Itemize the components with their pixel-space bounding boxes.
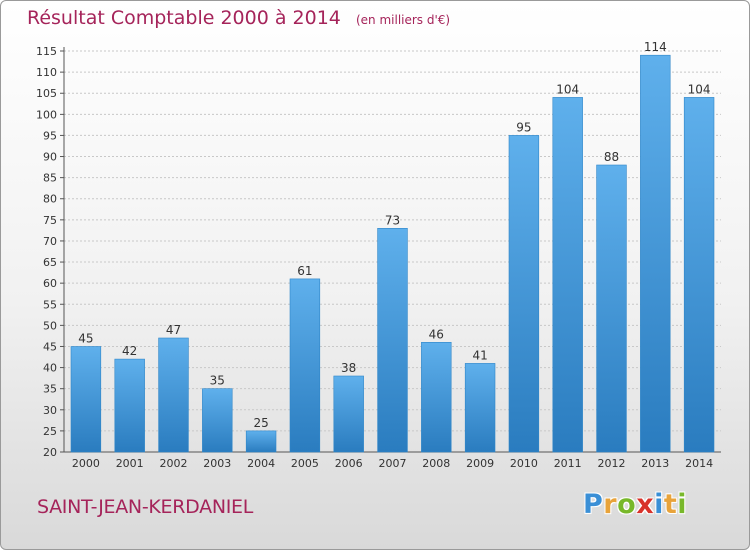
bar [114,358,145,453]
proxiti-logo: Proxiti [583,489,687,520]
x-tick-label: 2000 [72,457,100,470]
bar [464,363,496,453]
y-tick-label: 70 [43,235,57,248]
logo-letter: P [583,489,604,520]
y-tick-label: 35 [43,383,57,396]
logo-letter: x [636,489,655,520]
bar-value-label: 41 [472,348,487,362]
bar-value-label: 104 [688,82,711,96]
x-tick-label: 2009 [466,457,494,470]
y-tick-label: 45 [43,340,57,353]
y-tick-label: 85 [43,172,57,185]
x-tick-label: 2002 [160,457,188,470]
x-tick-label: 2010 [510,457,538,470]
bar-value-label: 73 [385,213,400,227]
bar-value-label: 47 [166,323,181,337]
x-tick-label: 2013 [641,457,669,470]
y-tick-label: 75 [43,214,57,227]
bar [508,135,540,453]
y-tick-label: 110 [36,66,57,79]
y-tick-label: 115 [36,45,57,58]
y-tick-label: 90 [43,151,57,164]
y-tick-label: 25 [43,425,57,438]
logo-letter: i [654,489,664,520]
bar-value-label: 38 [341,361,356,375]
x-tick-labels: 2000 2001 2002 2003 2004 2005 2006 2007 2008 2009… [72,457,713,470]
title-row: Résultat Comptable 2000 à 2014 (en milli… [27,7,450,29]
x-tick-label: 2014 [685,457,713,470]
bar [158,337,189,453]
bar [245,430,277,453]
bar [377,228,408,453]
bar [640,54,671,453]
bar-value-label: 35 [210,374,225,388]
bar [202,388,233,453]
bar [683,97,715,453]
bar [596,164,627,453]
bar [70,346,102,453]
y-tick-label: 95 [43,129,57,142]
bar-value-label: 104 [556,82,579,96]
bars [70,54,715,453]
y-tick-label: 40 [43,362,57,375]
x-tick-label: 2001 [116,457,144,470]
bar [421,341,452,453]
logo-letter: o [617,489,637,520]
x-tick-label: 2005 [291,457,319,470]
x-tick-label: 2011 [554,457,582,470]
bar-value-label: 88 [604,150,619,164]
logo-letter: t [663,489,678,520]
bar-value-label: 42 [122,344,137,358]
logo-letter: r [603,489,618,520]
y-tick-label: 55 [43,298,57,311]
chart-title: Résultat Comptable 2000 à 2014 [27,7,341,29]
x-tick-label: 2003 [203,457,231,470]
bar [333,375,364,453]
bar-value-label: 114 [644,40,667,54]
bar [289,278,321,453]
bar-value-label: 45 [78,331,93,345]
y-tick-label: 20 [43,446,57,459]
bar [552,97,583,453]
y-tick-labels: 20 25 30 35 40 45 50 55 60 65 70 75 80 85 90 95 100 105 11… [36,45,57,459]
y-tick-label: 60 [43,277,57,290]
x-tick-label: 2007 [379,457,407,470]
chart-subtitle: (en milliers d'€) [355,13,451,27]
bar-value-label: 61 [297,264,312,278]
x-tick-label: 2006 [335,457,363,470]
town-name: SAINT-JEAN-KERDANIEL [37,496,254,518]
y-tick-label: 65 [43,256,57,269]
logo-letter: i [677,489,688,520]
bar-value-label: 95 [516,120,531,134]
y-tick-label: 80 [43,193,57,206]
x-tick-label: 2008 [422,457,450,470]
bar-value-label: 25 [253,416,268,430]
y-tick-label: 100 [36,108,57,121]
value-labels: 45 42 47 35 25 61 38 73 46 41 95 104 88 114 104 [78,40,710,430]
bar-value-label: 46 [429,327,444,341]
y-tick-label: 105 [36,87,57,100]
x-tick-label: 2012 [598,457,626,470]
y-tick-label: 30 [43,404,57,417]
x-tick-label: 2004 [247,457,275,470]
y-tick-label: 50 [43,319,57,332]
